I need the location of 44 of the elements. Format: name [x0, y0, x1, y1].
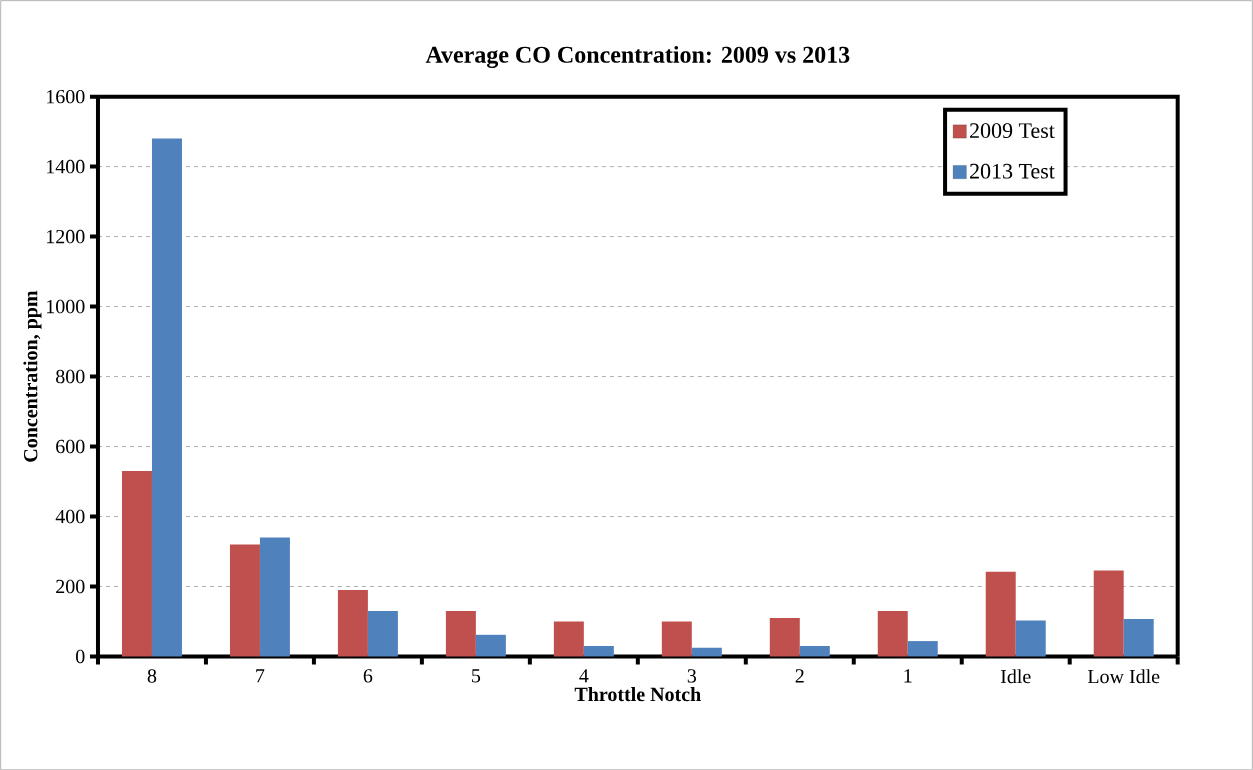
bar — [691, 647, 722, 657]
bar — [769, 617, 800, 657]
x-tick-label: 3 — [687, 668, 697, 683]
x-axis-title: Throttle Notch — [574, 686, 701, 701]
bar — [553, 621, 584, 657]
y-tick-label: 1400 — [47, 159, 85, 174]
y-tick-label: 1600 — [47, 89, 85, 104]
y-tick-label: 1000 — [47, 299, 85, 314]
bar — [985, 571, 1016, 657]
y-tick-label: 200 — [56, 579, 85, 594]
bar — [367, 610, 398, 657]
y-tick-label: 0 — [76, 649, 85, 663]
y-tick-label: 400 — [55, 509, 85, 524]
x-tick-label: Low Idle — [1087, 668, 1160, 684]
y-tick-label: 800 — [56, 369, 85, 384]
x-tick-label: Idle — [1000, 668, 1031, 684]
bar — [445, 610, 476, 657]
x-tick-label: 2 — [795, 668, 804, 683]
x-tick-label: 1 — [904, 668, 912, 683]
bar — [259, 537, 290, 657]
bar — [1015, 620, 1046, 657]
bar — [799, 645, 830, 657]
bar — [121, 470, 152, 657]
bar — [337, 589, 368, 657]
bar — [1123, 618, 1154, 657]
legend-label: 2013 Test — [970, 163, 1055, 179]
y-axis-title: Concentration, ppm — [23, 290, 42, 462]
y-tick-label: 600 — [56, 439, 85, 454]
bar — [475, 634, 506, 657]
x-tick-label: 7 — [256, 668, 265, 683]
bar — [151, 138, 182, 657]
bar — [661, 621, 692, 657]
x-tick-label: 8 — [147, 668, 157, 683]
chart-title: Average CO Concentration: 2009 vs 2013 — [425, 45, 850, 68]
bar — [1093, 570, 1124, 657]
bar — [877, 610, 908, 657]
x-tick-label: 6 — [363, 668, 373, 683]
y-tick-label: 1200 — [47, 229, 85, 244]
legend-label: 2009 Test — [970, 122, 1055, 138]
bar — [907, 640, 938, 657]
x-tick-label: 4 — [579, 668, 589, 683]
bar — [229, 544, 260, 657]
x-tick-label: 5 — [472, 668, 481, 683]
bar — [583, 645, 614, 657]
